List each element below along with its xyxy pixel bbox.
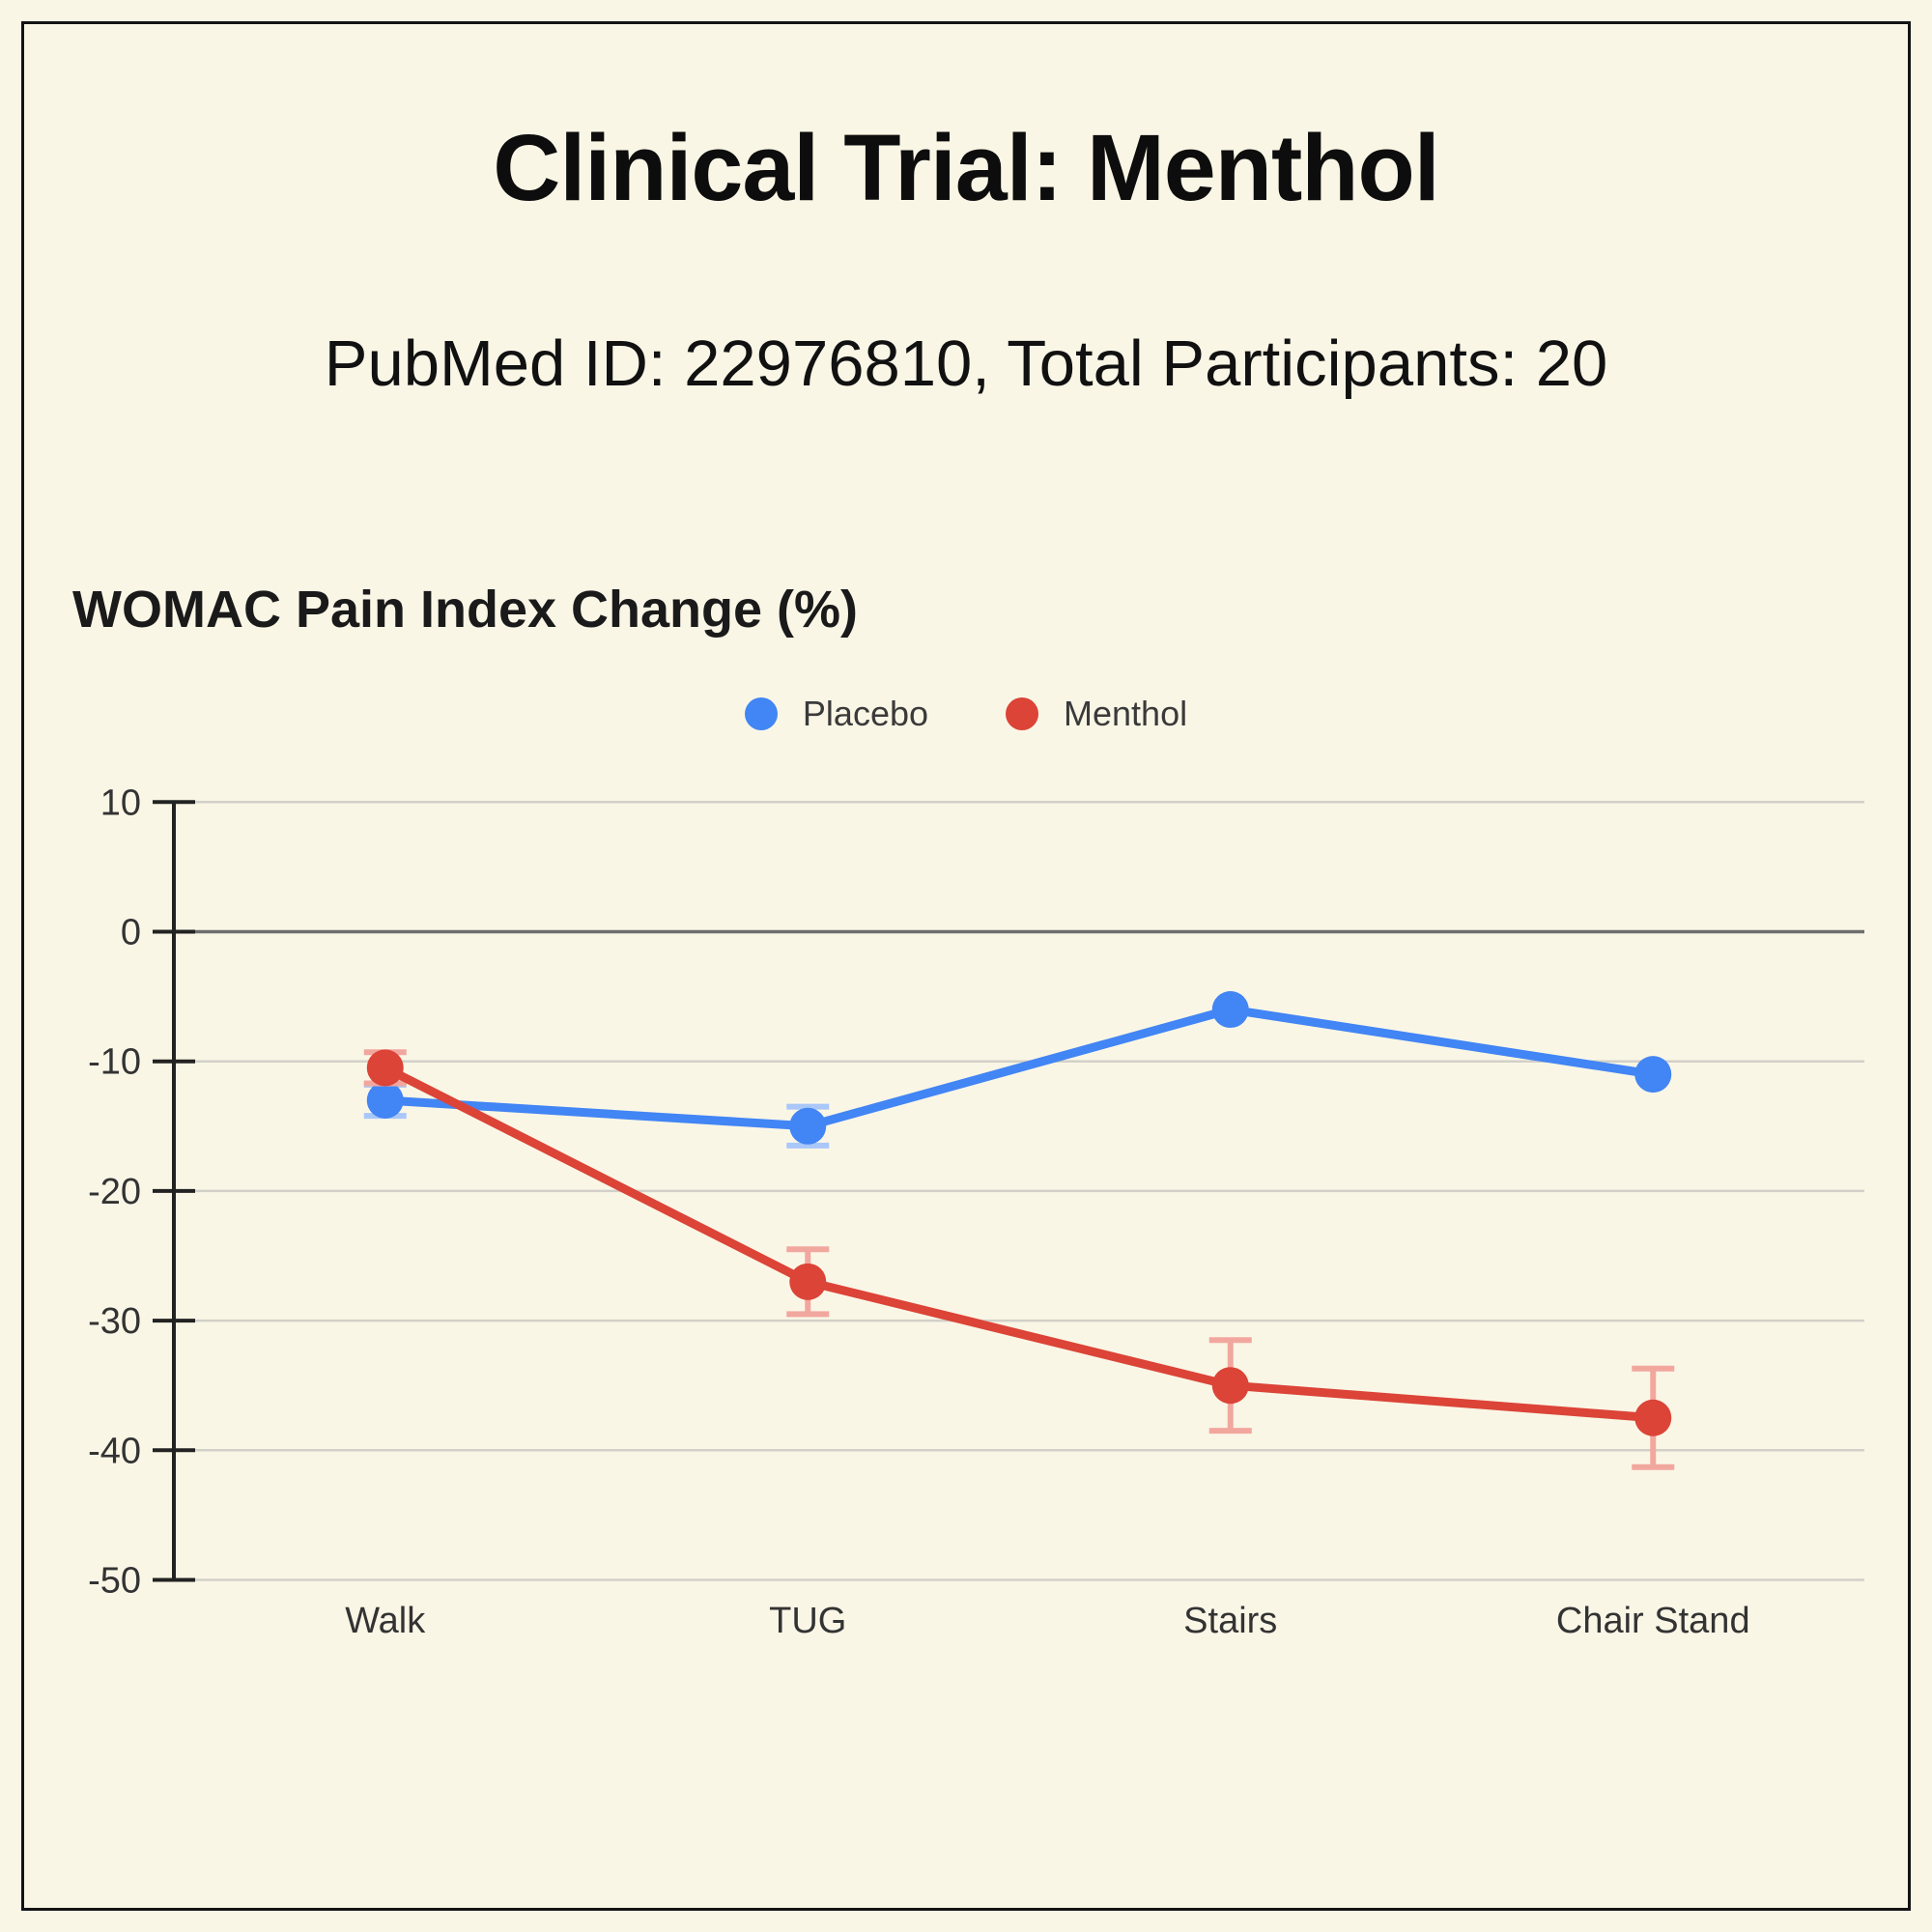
series-line-placebo xyxy=(381,1005,1658,1131)
data-point-menthol xyxy=(1634,1399,1672,1436)
x-category-label: Walk xyxy=(345,1601,426,1641)
y-tick-label: 0 xyxy=(121,913,141,953)
page-subtitle: PubMed ID: 22976810, Total Participants:… xyxy=(324,327,1608,400)
y-tick-label: 10 xyxy=(100,782,141,823)
legend-item-placebo[interactable]: Placebo xyxy=(744,694,929,734)
data-point-placebo xyxy=(1634,1056,1672,1094)
chart-title: WOMAC Pain Index Change (%) xyxy=(72,581,859,639)
line-plot: 10 0 -10 -20 -30 -40 -50 Walk TUG Stairs Chair Sta… xyxy=(88,782,1864,1641)
x-category-label: Chair Stand xyxy=(1556,1601,1750,1641)
page-title: Clinical Trial: Menthol xyxy=(493,115,1439,220)
y-tick-label: -40 xyxy=(88,1431,141,1471)
y-tick-label: -20 xyxy=(88,1172,141,1212)
legend-dot-placebo xyxy=(744,697,778,730)
legend-label: Placebo xyxy=(802,694,929,733)
legend-item-menthol[interactable]: Menthol xyxy=(1006,694,1187,734)
data-point-menthol xyxy=(789,1263,827,1300)
y-tick-label: -50 xyxy=(88,1561,141,1602)
legend-label: Menthol xyxy=(1064,694,1188,733)
data-point-menthol xyxy=(366,1049,404,1087)
data-point-placebo xyxy=(1211,991,1249,1029)
data-point-placebo xyxy=(789,1107,827,1145)
x-category-label: TUG xyxy=(769,1601,846,1641)
data-point-placebo xyxy=(366,1081,404,1119)
series-line-menthol xyxy=(381,1063,1658,1423)
y-tick-label: -10 xyxy=(88,1042,141,1083)
x-category-label: Stairs xyxy=(1183,1601,1277,1641)
legend-dot-menthol xyxy=(1006,697,1039,730)
y-tick-label: -30 xyxy=(88,1301,141,1342)
data-point-menthol xyxy=(1211,1367,1249,1405)
chart-legend: Placebo Menthol xyxy=(0,694,1932,734)
